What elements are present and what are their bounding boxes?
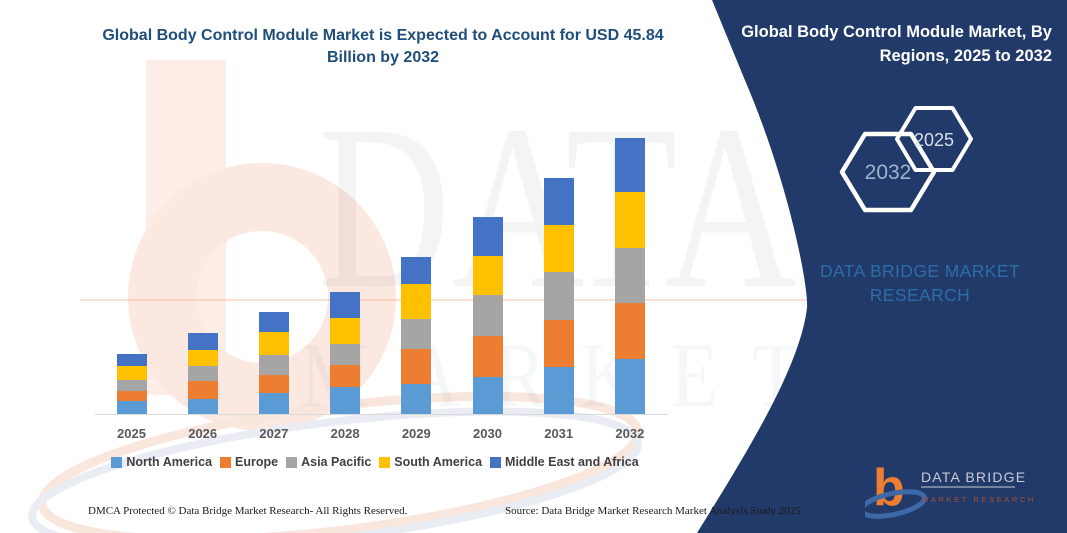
bar-segment-2028-middle-east-and-africa <box>330 292 361 318</box>
bar-segment-2025-middle-east-and-africa <box>116 353 147 366</box>
bar-segment-2030-south-america <box>472 256 503 296</box>
logo-b-icon: b <box>873 459 905 517</box>
bar-segment-2030-middle-east-and-africa <box>472 217 503 257</box>
hexagon-2025-icon <box>895 106 973 172</box>
bar-segment-2026-south-america <box>187 349 218 366</box>
bar-segment-2025-europe <box>116 390 147 401</box>
bar-segment-2026-north-america <box>187 398 218 414</box>
x-tick-label-2028: 2028 <box>330 426 360 441</box>
bar-segment-2030-europe <box>472 336 503 378</box>
bar-segment-2029-asia-pacific <box>401 318 432 349</box>
bar-segment-2026-asia-pacific <box>187 365 218 381</box>
side-panel-background <box>697 0 1067 533</box>
legend-label: Asia Pacific <box>301 455 372 469</box>
x-tick-label-2029: 2029 <box>401 426 431 441</box>
logo-tagline-text: MARKET RESEARCH <box>922 495 1035 504</box>
x-tick-label-2026: 2026 <box>188 426 218 441</box>
bar-segment-2028-europe <box>330 364 361 387</box>
bar-segment-2027-middle-east-and-africa <box>258 312 289 333</box>
page-title: Global Body Control Module Market is Exp… <box>102 27 664 66</box>
legend-label: South America <box>394 455 483 469</box>
bar-segment-2031-south-america <box>543 224 574 272</box>
logo-brand-text: DATA BRIDGE <box>921 469 1026 485</box>
legend-label: North America <box>126 455 213 469</box>
bar-segment-2032-north-america <box>614 359 645 414</box>
legend-swatch-icon <box>111 456 123 468</box>
bar-segment-2029-north-america <box>401 383 432 414</box>
bar-segment-2026-middle-east-and-africa <box>187 333 218 350</box>
chart-legend: North America Europe Asia Pacific South Ame… <box>70 455 680 469</box>
x-axis-line <box>95 414 668 415</box>
data-bridge-logo: b DATA BRIDGE MARKET RESEARCH <box>865 459 1035 519</box>
hexagons-graphic: 2032 2025 <box>839 106 973 213</box>
watermark-swoosh-blue <box>28 407 642 533</box>
side-panel-heading: Global Body Control Module Market, By Re… <box>741 23 1052 65</box>
bar-segment-2027-north-america <box>258 392 289 414</box>
bar-segment-2029-south-america <box>401 283 432 319</box>
logo-swoosh-icon <box>865 489 927 519</box>
bar-segment-2030-asia-pacific <box>472 295 503 337</box>
bar-segment-2025-south-america <box>116 365 147 380</box>
x-tick-label-2030: 2030 <box>473 426 502 441</box>
bar-segment-2031-north-america <box>543 367 574 414</box>
bar-segment-2031-europe <box>543 320 574 368</box>
bar-segment-2027-south-america <box>258 332 289 355</box>
legend-item-middle-east-and-africa: Middle East and Africa <box>490 455 639 469</box>
x-tick-label-2031: 2031 <box>544 426 574 441</box>
legend-swatch-icon <box>490 456 502 468</box>
x-tick-label-2032: 2032 <box>615 426 645 441</box>
legend-label: Europe <box>235 455 279 469</box>
bar-segment-2031-asia-pacific <box>543 271 574 321</box>
bar-segment-2026-europe <box>187 380 218 399</box>
bar-segment-2028-asia-pacific <box>330 343 361 365</box>
legend-swatch-icon <box>220 456 232 468</box>
bar-segment-2029-europe <box>401 348 432 384</box>
bar-segment-2032-europe <box>614 303 645 360</box>
bar-segment-2029-middle-east-and-africa <box>401 256 432 284</box>
footer-dmca-text: DMCA Protected © Data Bridge Market Rese… <box>88 505 408 517</box>
legend-item-europe: Europe <box>220 455 278 469</box>
legend-label: Middle East and Africa <box>505 455 639 469</box>
legend-item-asia-pacific: Asia Pacific <box>286 455 371 469</box>
x-tick-label-2027: 2027 <box>259 426 289 441</box>
legend-swatch-icon <box>379 456 391 468</box>
brand-caption: DATA BRIDGE MARKET RESEARCH <box>819 261 1021 305</box>
bar-segment-2030-north-america <box>472 377 503 414</box>
bar-segment-2032-asia-pacific <box>614 248 645 304</box>
footer-source-text: Source: Data Bridge Market Research Mark… <box>505 505 801 517</box>
bar-segment-2031-middle-east-and-africa <box>543 178 574 225</box>
hexagon-2025-label: 2025 <box>914 130 954 150</box>
legend-item-north-america: North America <box>111 455 212 469</box>
bar-segment-2028-south-america <box>330 317 361 344</box>
legend-swatch-icon <box>286 456 298 468</box>
bar-segment-2028-north-america <box>330 386 361 414</box>
bar-segment-2032-south-america <box>614 192 645 249</box>
bar-segment-2025-asia-pacific <box>116 379 147 391</box>
bar-segment-2027-asia-pacific <box>258 355 289 375</box>
bar-segment-2027-europe <box>258 374 289 393</box>
legend-item-south-america: South America <box>379 455 482 469</box>
hexagon-2032-label: 2032 <box>865 161 912 184</box>
bar-segment-2025-north-america <box>116 400 147 414</box>
x-tick-label-2025: 2025 <box>117 426 146 441</box>
bar-segment-2032-middle-east-and-africa <box>614 138 645 193</box>
